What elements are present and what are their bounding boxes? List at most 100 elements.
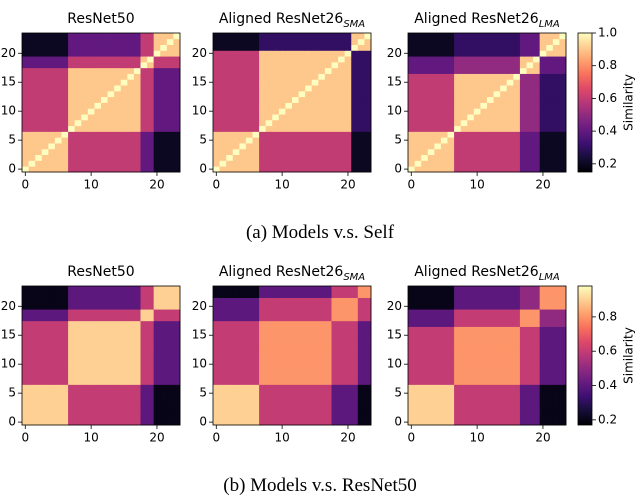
cell xyxy=(173,297,181,304)
cell xyxy=(265,96,273,103)
cell xyxy=(213,320,220,327)
cell xyxy=(427,320,435,327)
cell xyxy=(265,314,273,322)
cell xyxy=(160,166,168,173)
cell xyxy=(22,33,29,40)
cell xyxy=(265,79,273,86)
cell xyxy=(364,154,372,161)
cell xyxy=(357,413,365,420)
cell xyxy=(226,61,234,69)
cell xyxy=(338,131,346,138)
cell xyxy=(305,67,313,74)
cell xyxy=(324,332,332,339)
cell xyxy=(265,407,273,414)
cell xyxy=(408,372,415,380)
cell xyxy=(213,286,220,293)
cell xyxy=(245,367,253,374)
cell xyxy=(357,303,365,310)
cell xyxy=(533,61,541,69)
cell xyxy=(213,90,220,98)
cell xyxy=(61,143,69,150)
cell xyxy=(74,286,82,293)
cell xyxy=(519,85,527,92)
cell xyxy=(408,125,415,132)
cell xyxy=(292,361,299,368)
cell xyxy=(35,160,43,167)
cell xyxy=(298,56,306,63)
cell xyxy=(311,372,319,380)
cell xyxy=(153,137,161,144)
cell xyxy=(331,349,339,356)
cell xyxy=(173,90,181,98)
cell xyxy=(245,384,253,391)
cell xyxy=(41,33,49,40)
cell xyxy=(460,355,468,362)
cell xyxy=(357,320,365,327)
cell xyxy=(460,401,468,409)
cell xyxy=(480,143,488,150)
cell xyxy=(414,309,422,316)
cell xyxy=(460,367,468,374)
cell xyxy=(324,355,332,362)
cell xyxy=(101,67,108,74)
cell xyxy=(546,407,554,414)
cell xyxy=(539,291,547,298)
cell xyxy=(226,326,234,333)
cell xyxy=(147,320,155,327)
cell xyxy=(454,320,462,327)
cell xyxy=(292,297,299,304)
cell xyxy=(101,407,108,414)
cell xyxy=(513,396,521,403)
cell xyxy=(94,73,102,80)
cell xyxy=(41,131,49,138)
cell xyxy=(408,314,415,322)
cell xyxy=(252,338,260,345)
y-tick-label: 5 xyxy=(8,133,16,147)
cell xyxy=(226,143,234,150)
cell xyxy=(552,50,560,57)
cell xyxy=(114,309,122,316)
cell xyxy=(351,286,359,293)
cell xyxy=(35,85,43,92)
cell xyxy=(147,378,155,385)
cell xyxy=(285,297,293,304)
cell xyxy=(107,314,115,322)
cell xyxy=(213,108,220,115)
cell xyxy=(259,396,267,403)
cell xyxy=(546,148,554,156)
cell xyxy=(74,50,82,57)
cell xyxy=(493,73,501,80)
cell xyxy=(414,378,422,385)
cell xyxy=(245,303,253,310)
cell xyxy=(54,320,62,327)
cell xyxy=(219,338,227,345)
cell xyxy=(324,390,332,397)
cell xyxy=(434,90,442,98)
cell xyxy=(434,367,442,374)
colorbar-tick-label: 1.0 xyxy=(598,26,617,40)
cell xyxy=(357,96,365,103)
cell xyxy=(226,148,234,156)
cell xyxy=(414,148,422,156)
cell xyxy=(526,349,534,356)
cell xyxy=(500,61,508,69)
cell xyxy=(480,50,488,57)
cell xyxy=(285,390,293,397)
cell xyxy=(147,154,155,161)
cell xyxy=(559,401,567,409)
cell xyxy=(147,367,155,374)
cell xyxy=(61,79,69,86)
cell xyxy=(94,332,102,339)
cell xyxy=(493,390,501,397)
cell xyxy=(153,413,161,420)
cell xyxy=(232,38,240,45)
cell xyxy=(245,148,253,156)
cell xyxy=(552,79,560,86)
cell xyxy=(265,367,273,374)
cell xyxy=(239,401,247,409)
cell xyxy=(552,286,560,293)
cell xyxy=(173,349,181,356)
cell xyxy=(232,154,240,161)
cell xyxy=(454,131,462,138)
cell xyxy=(298,102,306,109)
